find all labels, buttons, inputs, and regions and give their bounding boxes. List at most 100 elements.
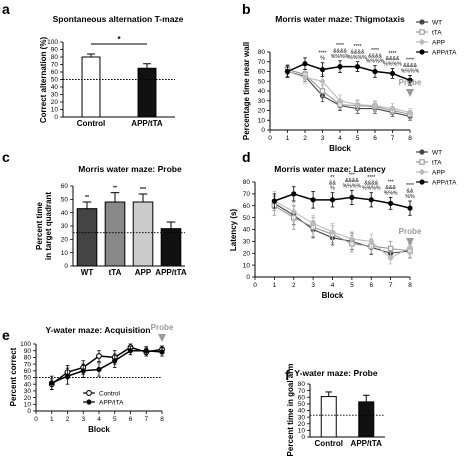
panel-c-bar — [160, 228, 182, 267]
panel-b-ytick-label: 0 — [261, 127, 265, 134]
panel-d-annotation: % — [330, 186, 335, 192]
panel-d-annotation: %% — [405, 194, 415, 200]
panel-b-point — [418, 38, 426, 46]
panel-e-ytick-label: 70 — [24, 361, 32, 368]
panel-b-xtick-label: 2 — [303, 135, 307, 142]
panel-f-letter: f — [285, 367, 290, 383]
panel-d-point — [329, 197, 336, 203]
panel-b-point — [406, 109, 414, 116]
panel-e-title: Y-water maze: Acquisition — [45, 325, 150, 335]
panel-b-probe-arrow — [406, 89, 414, 97]
panel-e-point — [143, 348, 149, 354]
panel-d-point — [419, 149, 425, 155]
panel-e-point — [49, 380, 55, 386]
panel-b-ytick-label: 30 — [258, 98, 266, 105]
panel-d-xtick-label: 0 — [253, 282, 257, 289]
panel-d-legend-label: WT — [432, 149, 442, 156]
panel-a-title: Spontaneous alternation T-maze — [53, 14, 184, 24]
panel-d-ytick-label: 20 — [243, 250, 251, 257]
panel-f-bar — [320, 396, 337, 438]
panel-c-xtick-label: WT — [81, 268, 94, 277]
panel-c-bar-annotation: *** — [140, 187, 147, 193]
panel-b-ytick-label: 70 — [258, 59, 266, 66]
panel-d-title: Morris water maze: Latency — [274, 164, 386, 174]
panel-b-xtick-label: 6 — [373, 135, 377, 142]
panel-a-ytick-label: 0 — [54, 114, 58, 121]
panel-f-ytick-label: 80 — [298, 381, 306, 388]
panel-d-xtick-label: 1 — [273, 282, 277, 289]
panel-b-point — [354, 64, 361, 70]
panel-b-annotation: &&&& — [386, 56, 400, 62]
panel-b-point — [419, 49, 425, 55]
panel-d-annotation: **** — [367, 175, 375, 181]
panel-d-annotation: && — [407, 189, 414, 195]
panel-d-ytick-label: 30 — [243, 239, 251, 246]
panel-d-point — [349, 194, 355, 201]
panel-e-xlabel: Block — [88, 425, 110, 434]
panel-d-series-line — [274, 205, 411, 252]
panel-f-xtick-label: APP/tTA — [351, 439, 383, 448]
panel-a-letter: a — [2, 1, 10, 17]
panel-a-ytick-label: 30 — [51, 92, 59, 99]
panel-b-legend-label: APP — [432, 39, 445, 46]
panel-a-ytick-label: 20 — [51, 99, 59, 106]
panel-e-ytick-label: 50 — [24, 375, 32, 382]
panel-b-xtick-label: 0 — [268, 135, 272, 142]
panel-d-xtick-label: 6 — [369, 282, 373, 289]
panel-d-point — [387, 254, 394, 262]
panel-e-ytick-label: 30 — [24, 388, 32, 395]
panel-b-ytick-label: 50 — [258, 78, 266, 85]
panel-d-point — [387, 245, 394, 252]
panel-b-annotation: **** — [406, 58, 414, 64]
panel-d-xtick-label: 8 — [408, 282, 412, 289]
panel-b-annotation: %%%% — [383, 62, 402, 68]
panel-c-xtick-label: APP — [135, 268, 152, 277]
panel-b-annotation: **** — [336, 43, 344, 49]
panel-d-point — [406, 244, 414, 251]
panel-e-probe-arrow — [158, 334, 166, 342]
panel-d-series-line — [274, 193, 411, 209]
panel-f-ytick-label: 70 — [298, 388, 306, 395]
panel-b-point — [284, 68, 291, 75]
panel-c-title: Morris water maze: Probe — [78, 164, 182, 174]
panel-d-ytick-label: 0 — [246, 274, 250, 281]
panel-f-ytick-label: 40 — [298, 408, 306, 415]
panel-f-title: Y-water maze: Probe — [294, 368, 377, 378]
panel-e-ytick-label: 20 — [24, 395, 32, 402]
panel-a-ytick-label: 40 — [51, 84, 59, 91]
panel-b-point — [372, 68, 378, 75]
panel-b-point — [319, 88, 326, 94]
panel-d-point — [290, 208, 297, 215]
panel-b-annotation: %%%% — [331, 54, 350, 60]
panel-e-xtick-label: 2 — [66, 416, 70, 423]
panel-b-xtick-label: 7 — [391, 135, 395, 142]
panel-b-point — [419, 19, 425, 25]
panel-b-xtick-label: 4 — [338, 135, 342, 142]
panel-e-xtick-label: 6 — [129, 416, 133, 423]
panel-c-bar — [104, 201, 126, 267]
panel-a-ytick-label: 100 — [47, 39, 58, 46]
panel-a-bar — [137, 67, 157, 118]
panel-a-ytick-label: 80 — [51, 54, 59, 61]
panel-f-ytick-label: 30 — [298, 414, 306, 421]
panel-b-ytick-label: 80 — [258, 49, 266, 56]
panel-e-point — [96, 366, 102, 373]
panel-d-point — [329, 228, 336, 236]
panel-d-annotation: %%% — [384, 190, 398, 196]
panel-e: e Y-water maze: Acquisition01020304050607… — [2, 323, 174, 434]
panel-e-ytick-label: 40 — [24, 381, 32, 388]
panel-e-xtick-label: 1 — [50, 416, 54, 423]
panel-b-annotation: % — [320, 56, 325, 62]
panel-d-xtick-label: 3 — [311, 282, 315, 289]
panel-a-ytick-label: 10 — [51, 107, 59, 114]
panel-b-annotation: **** — [388, 51, 396, 57]
panel-d-point — [419, 179, 425, 185]
panel-e-ytick-label: 90 — [24, 348, 32, 355]
panel-b-annotation: %%%% — [366, 59, 385, 65]
panel-d-xlabel: Block — [322, 291, 344, 300]
panel-e-xtick-label: 4 — [97, 416, 101, 423]
panel-e-ytick-label: 0 — [27, 408, 31, 415]
panel-b-ytick-label: 40 — [258, 88, 266, 95]
